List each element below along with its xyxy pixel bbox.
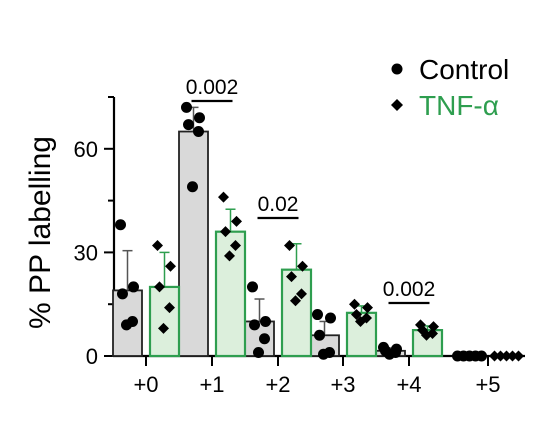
point-control — [325, 312, 336, 324]
point-tnf — [495, 350, 506, 362]
significance-annotations: 0.002 0.02 0.002 — [186, 76, 436, 305]
point-control — [121, 319, 132, 331]
point-control — [181, 101, 192, 113]
point-control — [253, 347, 264, 359]
x-tick-label: +3 — [330, 372, 355, 397]
data-points — [115, 101, 524, 362]
point-tnf — [421, 329, 432, 341]
point-tnf — [428, 321, 439, 333]
legend-marker-tnf — [391, 99, 403, 111]
point-control — [260, 315, 271, 327]
p-value-label: 0.002 — [186, 76, 239, 99]
point-control — [115, 219, 126, 231]
point-tnf — [224, 250, 235, 262]
point-tnf — [286, 271, 297, 283]
point-control — [476, 350, 487, 362]
point-control — [318, 348, 329, 360]
point-tnf — [152, 239, 163, 251]
y-tick-label: 60 — [74, 137, 98, 162]
point-tnf — [507, 350, 518, 362]
point-tnf — [362, 302, 373, 314]
point-control — [312, 309, 323, 321]
p-value-label: 0.02 — [258, 193, 299, 216]
x-tick-label: +0 — [133, 372, 158, 397]
bar-control-1 — [178, 130, 209, 357]
x-tick-label: +1 — [199, 372, 224, 397]
point-tnf — [501, 350, 512, 362]
legend-label-tnf: TNF-α — [419, 90, 499, 121]
point-control — [187, 181, 198, 193]
point-tnf — [220, 226, 231, 238]
p-value-label: 0.002 — [383, 278, 436, 301]
y-tick-label: 30 — [74, 240, 98, 265]
point-tnf — [164, 302, 175, 314]
point-control — [117, 288, 128, 300]
bar-tnf-0 — [148, 285, 181, 358]
point-control — [194, 112, 205, 124]
point-control — [247, 281, 258, 293]
point-control — [384, 348, 395, 360]
point-control — [183, 119, 194, 131]
point-tnf — [165, 260, 176, 272]
axes: 0 30 60 % PP labelling +0 +1 +2 +3 +4 +5 — [24, 96, 525, 397]
point-tnf — [513, 350, 524, 362]
point-tnf — [489, 350, 500, 362]
point-tnf — [296, 288, 307, 300]
point-tnf — [349, 298, 360, 310]
y-tick-label: 0 — [86, 344, 98, 369]
point-control — [128, 281, 139, 293]
legend: Control TNF-α — [391, 54, 509, 121]
point-tnf — [284, 239, 295, 251]
bar-tnf-2 — [280, 268, 313, 358]
x-tick-label: +5 — [475, 372, 500, 397]
point-tnf — [230, 239, 241, 251]
x-tick-label: +4 — [396, 372, 421, 397]
point-tnf — [297, 260, 308, 272]
point-tnf — [154, 281, 165, 293]
point-tnf — [218, 191, 229, 203]
point-control — [193, 126, 204, 138]
legend-label-control: Control — [419, 54, 509, 85]
point-tnf — [231, 215, 242, 227]
bars — [112, 106, 444, 358]
point-control — [249, 319, 260, 331]
point-control — [314, 329, 325, 341]
x-tick-label: +2 — [265, 372, 290, 397]
point-tnf — [158, 322, 169, 334]
point-control — [259, 333, 270, 345]
legend-marker-control — [391, 63, 403, 75]
point-tnf — [355, 315, 366, 327]
y-axis-label: % PP labelling — [24, 136, 57, 329]
bar-tnf-1 — [214, 230, 247, 358]
point-tnf — [290, 295, 301, 307]
